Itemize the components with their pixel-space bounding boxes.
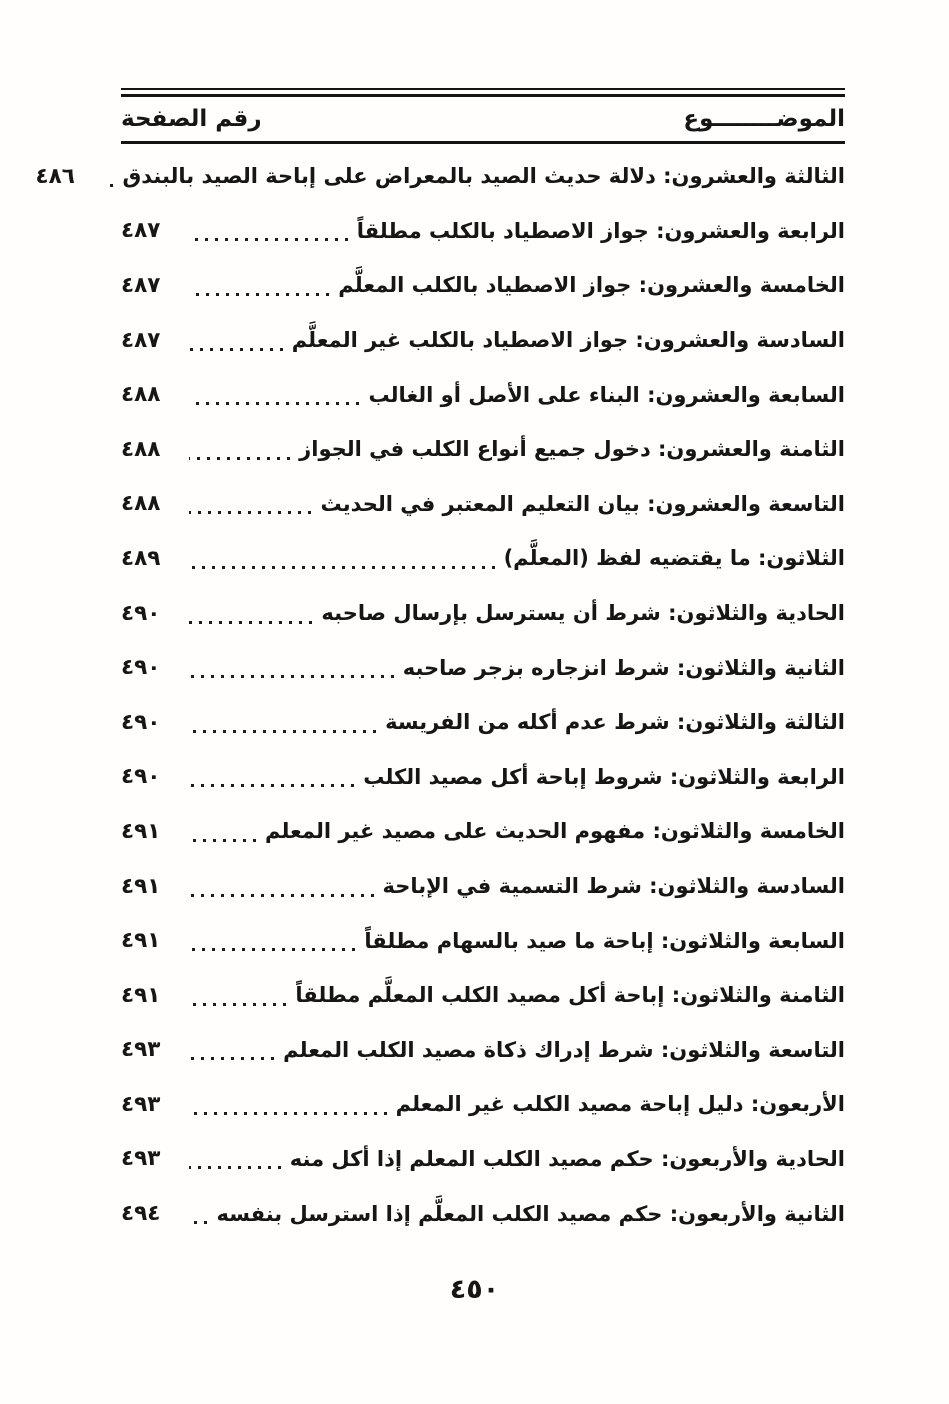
header-rule-bottom — [121, 141, 845, 144]
toc-entry-page-number: ٤٨٨ — [121, 382, 161, 408]
toc-entry-page-number: ٤٩١ — [121, 928, 161, 954]
toc-entry-row: الحادية والثلاثون: شرط أن يسترسل بإرسال … — [121, 586, 845, 641]
dot-leader — [189, 948, 356, 952]
toc-entry-title: السادسة والعشرون: جواز الاصطياد بالكلب غ… — [291, 328, 845, 353]
toc-entry-page-number: ٤٨٨ — [121, 491, 161, 517]
dot-leader — [189, 511, 312, 515]
toc-entry-title: الثانية والثلاثون: شرط انزجاره بزجر صاحب… — [402, 655, 845, 680]
toc-entry-row: الخامسة والعشرون: جواز الاصطياد بالكلب ا… — [121, 258, 845, 313]
toc-entry-title: الحادية والثلاثون: شرط أن يسترسل بإرسال … — [321, 601, 845, 626]
toc-entry-title: الثالثة والعشرون: دلالة حديث الصيد بالمع… — [122, 164, 845, 189]
toc-entry-row: الثامنة والعشرون: دخول جميع أنواع الكلب … — [121, 422, 845, 477]
toc-entry-page-number: ٤٨٧ — [121, 327, 161, 353]
dot-leader — [189, 402, 360, 406]
toc-entry-row: الثالثة والعشرون: دلالة حديث الصيد بالمع… — [35, 149, 845, 204]
topic-column-label: الموضــــــــوع — [683, 106, 845, 132]
toc-entry-page-number: ٤٩٠ — [121, 600, 161, 626]
dot-leader — [189, 1111, 387, 1115]
header-row: الموضــــــــوع رقم الصفحة — [121, 97, 845, 141]
toc-entry-title: الحادية والأربعون: حكم مصيد الكلب المعلم… — [289, 1146, 845, 1171]
toc-entry-page-number: ٤٨٩ — [121, 545, 161, 571]
toc-entry-title: السادسة والثلاثون: شرط التسمية في الإباح… — [382, 874, 846, 899]
toc-entry-title: الخامسة والثلاثون: مفهوم الحديث على مصيد… — [264, 819, 845, 844]
toc-entry-title: التاسعة والعشرون: بيان التعليم المعتبر ف… — [320, 491, 845, 516]
dot-leader — [189, 456, 291, 460]
toc-entry-page-number: ٤٩٣ — [121, 1091, 161, 1117]
toc-entry-title: الثامنة والعشرون: دخول جميع أنواع الكلب … — [299, 437, 845, 462]
toc-entry-page-number: ٤٩١ — [121, 873, 161, 899]
toc-entry-page-number: ٤٩٠ — [121, 655, 161, 681]
toc-entry-page-number: ٤٩٠ — [121, 764, 161, 790]
toc-entry-row: السادسة والثلاثون: شرط التسمية في الإباح… — [121, 859, 845, 914]
toc-entry-row: الثالثة والثلاثون: شرط عدم أكله من الفري… — [121, 695, 845, 750]
toc-entry-row: السابعة والثلاثون: إباحة ما صيد بالسهام … — [121, 913, 845, 968]
toc-entry-row: الثانية والثلاثون: شرط انزجاره بزجر صاحب… — [121, 640, 845, 695]
page-number-footer: ٤٥٠ — [449, 1274, 500, 1305]
dot-leader — [189, 1002, 287, 1006]
header-rule-top — [121, 88, 845, 90]
dot-leader — [189, 838, 256, 842]
toc-list: الثالثة والعشرون: دلالة حديث الصيد بالمع… — [35, 149, 845, 1241]
toc-entry-row: الرابعة والثلاثون: شروط إباحة أكل مصيد ا… — [121, 750, 845, 805]
toc-entry-title: التاسعة والثلاثون: شرط إدراك ذكاة مصيد ا… — [283, 1037, 845, 1062]
toc-entry-row: الثانية والأربعون: حكم مصيد الكلب المعلَ… — [121, 1186, 845, 1241]
dot-leader — [189, 1221, 208, 1225]
toc-entry-page-number: ٤٩٤ — [121, 1201, 161, 1227]
toc-entry-page-number: ٤٨٧ — [121, 272, 161, 298]
toc-entry-page-number: ٤٩١ — [121, 982, 161, 1008]
toc-entry-page-number: ٤٩١ — [121, 818, 161, 844]
toc-entry-title: الخامسة والعشرون: جواز الاصطياد بالكلب ا… — [338, 273, 845, 298]
dot-leader — [189, 893, 374, 897]
toc-header: الموضــــــــوع رقم الصفحة — [121, 88, 845, 144]
toc-entry-title: الثلاثون: ما يقتضيه لفظ (المعلَّم) — [503, 546, 845, 571]
dot-leader — [189, 292, 330, 296]
toc-entry-row: الثلاثون: ما يقتضيه لفظ (المعلَّم) ٤٨٩ — [121, 531, 845, 586]
toc-entry-row: السابعة والعشرون: البناء على الأصل أو ال… — [121, 367, 845, 422]
dot-leader — [189, 729, 377, 733]
toc-entry-page-number: ٤٩٠ — [121, 709, 161, 735]
toc-entry-row: الأربعون: دليل إباحة مصيد الكلب غير المع… — [121, 1077, 845, 1132]
dot-leader — [189, 1166, 281, 1170]
toc-entry-title: السابعة والثلاثون: إباحة ما صيد بالسهام … — [364, 928, 845, 953]
toc-entry-row: الرابعة والعشرون: جواز الاصطياد بالكلب م… — [121, 204, 845, 259]
toc-entry-title: الثانية والأربعون: حكم مصيد الكلب المعلَ… — [216, 1201, 845, 1226]
toc-entry-page-number: ٤٨٧ — [121, 218, 161, 244]
toc-entry-row: الثامنة والثلاثون: إباحة أكل مصيد الكلب … — [121, 968, 845, 1023]
toc-entry-page-number: ٤٨٦ — [35, 163, 75, 189]
header-rule-mid — [121, 94, 845, 97]
toc-entry-title: الرابعة والعشرون: جواز الاصطياد بالكلب م… — [356, 218, 845, 243]
dot-leader — [103, 183, 114, 187]
toc-entry-page-number: ٤٩٣ — [121, 1146, 161, 1172]
toc-entry-row: التاسعة والثلاثون: شرط إدراك ذكاة مصيد ا… — [121, 1023, 845, 1078]
toc-entry-row: التاسعة والعشرون: بيان التعليم المعتبر ف… — [121, 477, 845, 532]
toc-entry-row: الخامسة والثلاثون: مفهوم الحديث على مصيد… — [121, 804, 845, 859]
dot-leader — [189, 565, 495, 569]
dot-leader — [189, 675, 394, 679]
toc-entry-title: الثامنة والثلاثون: إباحة أكل مصيد الكلب … — [295, 983, 845, 1008]
toc-entry-title: الثالثة والثلاثون: شرط عدم أكله من الفري… — [385, 710, 845, 735]
toc-entry-row: الحادية والأربعون: حكم مصيد الكلب المعلم… — [121, 1132, 845, 1187]
toc-entry-page-number: ٤٩٣ — [121, 1037, 161, 1063]
page-number-column-label: رقم الصفحة — [121, 106, 262, 132]
dot-leader — [189, 1057, 275, 1061]
toc-entry-title: الرابعة والثلاثون: شروط إباحة أكل مصيد ا… — [363, 764, 845, 789]
toc-entry-title: الأربعون: دليل إباحة مصيد الكلب غير المع… — [395, 1092, 845, 1117]
dot-leader — [189, 238, 348, 242]
dot-leader — [189, 620, 313, 624]
toc-entry-title: السابعة والعشرون: البناء على الأصل أو ال… — [368, 382, 845, 407]
dot-leader — [189, 784, 355, 788]
dot-leader — [189, 347, 283, 351]
toc-entry-page-number: ٤٨٨ — [121, 436, 161, 462]
toc-entry-row: السادسة والعشرون: جواز الاصطياد بالكلب غ… — [121, 313, 845, 368]
